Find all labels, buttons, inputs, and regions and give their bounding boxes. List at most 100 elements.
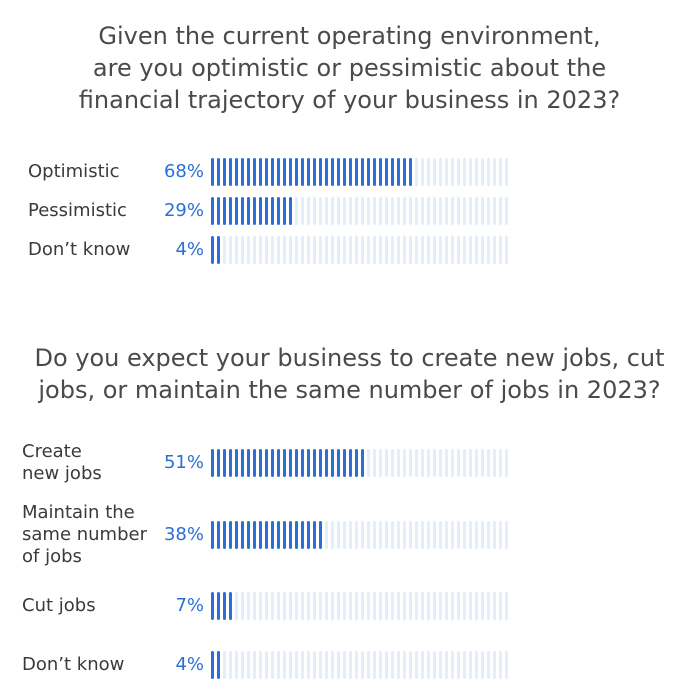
bar-tick-empty: [349, 592, 352, 620]
bar-tick-empty: [505, 651, 508, 679]
bar-tick-filled: [253, 521, 256, 549]
bar-tick-empty: [505, 592, 508, 620]
bar-tick-filled: [313, 449, 316, 477]
bar-tick-filled: [229, 449, 232, 477]
bar-tick-empty: [337, 651, 340, 679]
bar-tick-empty: [475, 651, 478, 679]
bar-tick-empty: [487, 236, 490, 264]
bar-tick-empty: [241, 236, 244, 264]
bar-tick-empty: [373, 592, 376, 620]
bar-tick-empty: [391, 651, 394, 679]
bar-tick-filled: [337, 449, 340, 477]
bar-tick-empty: [235, 592, 238, 620]
bar-tick-empty: [415, 651, 418, 679]
bar-tick-empty: [397, 236, 400, 264]
bar: [211, 197, 508, 225]
bar-tick-filled: [343, 449, 346, 477]
bar-tick-empty: [409, 521, 412, 549]
bar-tick-empty: [247, 236, 250, 264]
bar-tick-filled: [319, 449, 322, 477]
bar-tick-empty: [475, 592, 478, 620]
bar-tick-empty: [427, 449, 430, 477]
bar-tick-empty: [367, 236, 370, 264]
bar-tick-empty: [289, 651, 292, 679]
bar-tick-empty: [451, 236, 454, 264]
bar-tick-empty: [445, 197, 448, 225]
bar-tick-empty: [319, 236, 322, 264]
bar-tick-filled: [313, 158, 316, 186]
bar-tick-empty: [505, 236, 508, 264]
bar-tick-filled: [271, 158, 274, 186]
bar-tick-empty: [319, 592, 322, 620]
bar-tick-empty: [367, 449, 370, 477]
bar-tick-filled: [211, 236, 214, 264]
bar-tick-empty: [421, 521, 424, 549]
bar-tick-empty: [313, 651, 316, 679]
value-label: 29%: [163, 200, 204, 221]
bar-tick-filled: [361, 449, 364, 477]
bar-tick-filled: [343, 158, 346, 186]
bar-tick-filled: [211, 592, 214, 620]
bar-tick-filled: [247, 449, 250, 477]
bar-tick-empty: [457, 651, 460, 679]
bar-tick-filled: [385, 158, 388, 186]
bar-tick-empty: [427, 236, 430, 264]
bar-tick-empty: [343, 197, 346, 225]
bar-tick-empty: [409, 592, 412, 620]
bar-tick-empty: [391, 449, 394, 477]
bar-tick-empty: [415, 449, 418, 477]
bar-tick-filled: [331, 158, 334, 186]
bar-tick-empty: [241, 651, 244, 679]
bar-tick-empty: [433, 197, 436, 225]
bar-tick-empty: [331, 592, 334, 620]
bar-tick-empty: [259, 236, 262, 264]
bar-tick-empty: [493, 521, 496, 549]
bar-tick-empty: [487, 158, 490, 186]
bar-tick-empty: [361, 197, 364, 225]
bar-tick-empty: [277, 651, 280, 679]
bar-tick-empty: [433, 236, 436, 264]
bar-tick-empty: [439, 651, 442, 679]
bar-tick-empty: [343, 236, 346, 264]
bar-tick-empty: [343, 651, 346, 679]
bar-tick-empty: [385, 236, 388, 264]
bar-tick-filled: [379, 158, 382, 186]
bar-tick-filled: [283, 197, 286, 225]
bar-tick-empty: [343, 592, 346, 620]
bar-tick-filled: [277, 521, 280, 549]
bar: [211, 592, 508, 620]
bar-tick-empty: [349, 521, 352, 549]
bar-tick-empty: [457, 197, 460, 225]
bar-tick-empty: [415, 521, 418, 549]
bar-tick-empty: [433, 449, 436, 477]
bar-tick-empty: [385, 651, 388, 679]
bar-tick-empty: [325, 521, 328, 549]
bar-tick-empty: [337, 592, 340, 620]
bar-tick-filled: [337, 158, 340, 186]
bar-tick-empty: [337, 521, 340, 549]
bar-tick-filled: [295, 449, 298, 477]
bar-tick-filled: [223, 197, 226, 225]
bar-tick-empty: [385, 197, 388, 225]
bar-tick-filled: [295, 158, 298, 186]
bar-tick-empty: [253, 592, 256, 620]
bar-tick-empty: [493, 449, 496, 477]
bar-tick-empty: [451, 158, 454, 186]
bar-tick-filled: [289, 197, 292, 225]
bar-tick-filled: [349, 158, 352, 186]
bar-tick-filled: [265, 197, 268, 225]
bar-tick-empty: [253, 651, 256, 679]
bar-tick-empty: [433, 521, 436, 549]
bar-tick-filled: [211, 449, 214, 477]
bar-tick-filled: [235, 449, 238, 477]
bar-tick-empty: [355, 236, 358, 264]
bar-tick-filled: [271, 521, 274, 549]
bar-tick-filled: [265, 158, 268, 186]
bar-tick-empty: [379, 197, 382, 225]
bar-tick-empty: [505, 158, 508, 186]
bar-tick-empty: [439, 197, 442, 225]
bar-tick-empty: [451, 651, 454, 679]
bar: [211, 236, 508, 264]
bar-tick-empty: [289, 592, 292, 620]
bar-tick-empty: [373, 197, 376, 225]
